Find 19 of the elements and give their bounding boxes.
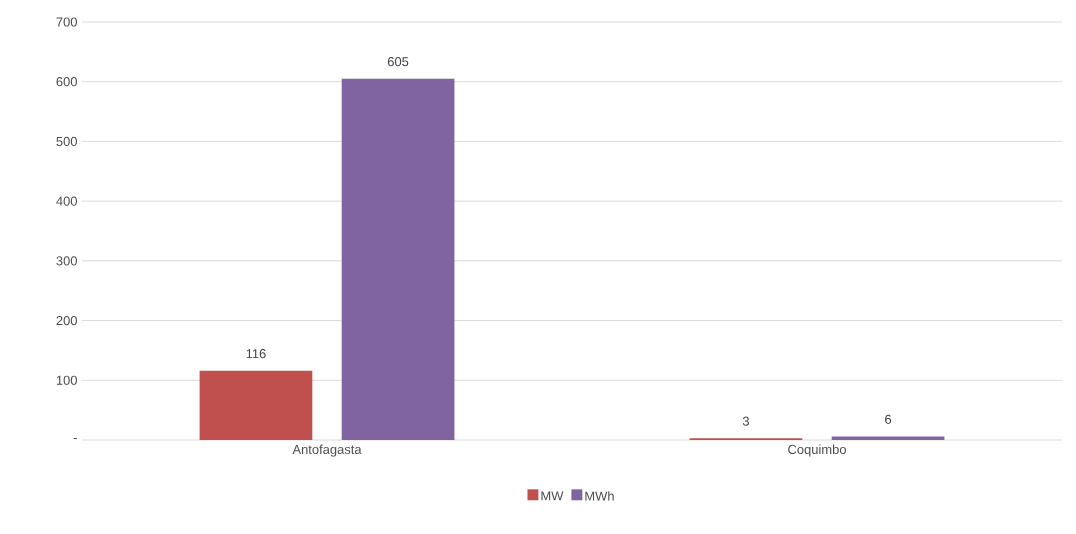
bar xyxy=(831,436,945,440)
data-label: 116 xyxy=(246,349,266,359)
legend-label: MW xyxy=(541,491,564,501)
y-tick-label: - xyxy=(73,438,77,440)
x-tick-label: Antofagasta xyxy=(292,444,362,457)
bar xyxy=(199,370,313,440)
y-tick-label: 100 xyxy=(56,375,77,385)
y-tick-label: 600 xyxy=(56,77,77,87)
data-label: 6 xyxy=(885,414,892,424)
y-tick-label: 400 xyxy=(56,196,77,206)
y-tick-label: 700 xyxy=(56,17,77,27)
y-tick-label: 500 xyxy=(56,136,77,147)
y-tick-label: 200 xyxy=(56,315,77,326)
bar xyxy=(341,78,455,440)
x-tick-label: Coquimbo xyxy=(788,444,846,457)
data-label: 3 xyxy=(742,416,749,426)
data-label: 605 xyxy=(387,57,409,67)
legend-label: MWh xyxy=(585,491,614,501)
y-tick-label: 300 xyxy=(56,256,77,266)
